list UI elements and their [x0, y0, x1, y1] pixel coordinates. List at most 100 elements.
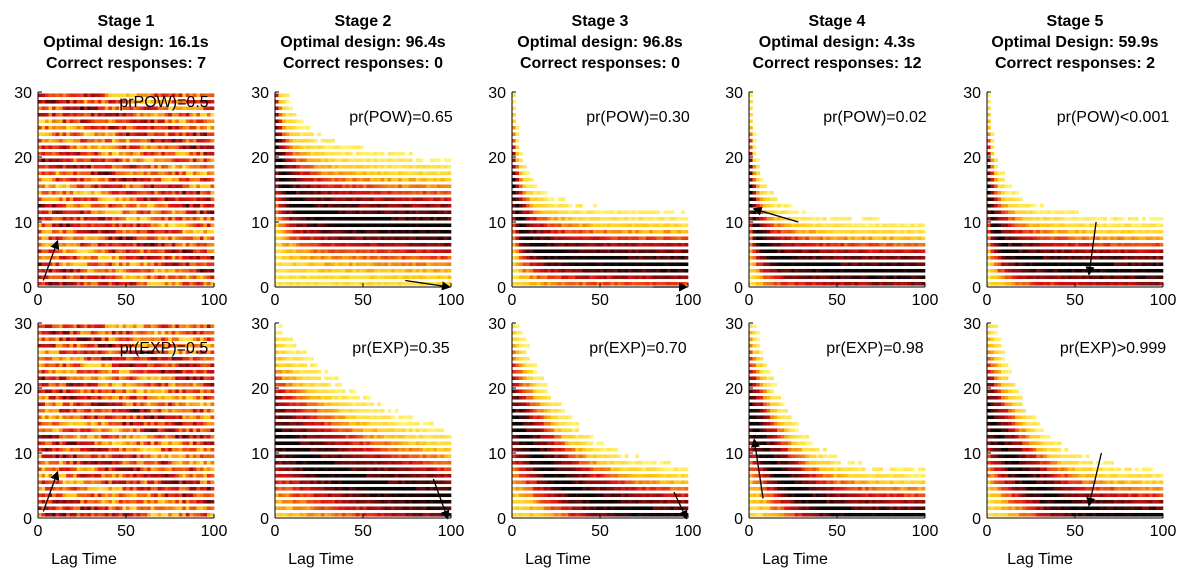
heat-cell [164, 106, 169, 111]
heat-cell [642, 216, 647, 221]
heat-cell [447, 236, 452, 241]
heat-cell [868, 242, 873, 247]
heat-cell [48, 164, 53, 169]
heat-cell [780, 203, 785, 208]
heat-cell [87, 145, 92, 150]
heat-cell [182, 93, 187, 98]
heat-cell [1148, 249, 1153, 254]
heat-cell [111, 106, 116, 111]
heat-cell [338, 275, 343, 280]
heat-cell [90, 268, 95, 273]
heat-cell [447, 255, 452, 260]
heat-cell [826, 268, 831, 273]
heat-cell [429, 268, 434, 273]
heat-cell [1011, 236, 1016, 241]
heat-cell [178, 499, 183, 504]
heat-cell [48, 210, 53, 215]
heat-cell [129, 132, 134, 137]
heat-cell [893, 268, 898, 273]
heat-cell [578, 210, 583, 215]
heat-cell [515, 236, 520, 241]
heat-cell [334, 262, 339, 267]
heat-cell [196, 506, 201, 511]
heat-cell [794, 236, 799, 241]
heat-cell [512, 125, 516, 130]
heat-cell [1043, 249, 1048, 254]
heat-cell [447, 171, 452, 176]
heat-cell [603, 268, 608, 273]
heat-cell [136, 197, 141, 202]
heat-cell [133, 119, 137, 124]
heat-cell [554, 255, 559, 260]
heat-cell [111, 512, 116, 517]
heat-cell [917, 255, 922, 260]
heat-cell [189, 216, 194, 221]
heat-cell [203, 125, 208, 130]
heat-cell [38, 249, 42, 254]
heat-cell [317, 275, 322, 280]
heat-cell [426, 268, 431, 273]
heat-cell [175, 106, 180, 111]
heat-cell [80, 493, 85, 498]
heat-cell [1141, 262, 1146, 267]
heat-cell [990, 138, 995, 143]
heat-cell [122, 229, 127, 234]
heat-cell [642, 223, 647, 228]
heat-cell [405, 275, 410, 280]
heat-cell [331, 145, 336, 150]
heat-cell [596, 262, 601, 267]
heat-cell [440, 190, 445, 195]
heat-cell [415, 236, 420, 241]
heat-cell [408, 275, 413, 280]
heat-cell [306, 177, 311, 182]
heat-cell [303, 132, 307, 137]
heat-cell [617, 268, 622, 273]
heat-cell [752, 216, 757, 221]
heat-cell [345, 177, 350, 182]
heat-cell [338, 281, 343, 286]
heat-cell [1043, 216, 1048, 221]
heat-cell [391, 203, 395, 208]
heat-cell [310, 262, 315, 267]
heat-cell [529, 210, 534, 215]
heat-cell [76, 210, 81, 215]
heat-cell [543, 190, 548, 195]
heat-cell [189, 171, 194, 176]
heat-cell [526, 242, 530, 247]
heat-cell [206, 190, 211, 195]
heat-cell [819, 249, 824, 254]
heat-cell [73, 164, 78, 169]
heat-cell [324, 275, 329, 280]
heat-cell [161, 480, 166, 485]
heat-cell [1085, 249, 1090, 254]
heat-cell [815, 255, 820, 260]
heat-cell [164, 223, 169, 228]
heat-cell [101, 138, 106, 143]
heat-cell [770, 275, 774, 280]
heat-cell [196, 493, 201, 498]
heat-cell [394, 262, 399, 267]
heat-cell [851, 281, 855, 286]
heat-cell [133, 203, 137, 208]
heat-cell [829, 249, 834, 254]
heat-cell [150, 229, 155, 234]
heat-cell [1141, 242, 1146, 247]
heat-cell [585, 216, 590, 221]
heat-cell [327, 184, 332, 189]
heat-cell [596, 281, 601, 286]
heat-cell [345, 236, 350, 241]
probability-annotation: pr(POW)=0.02 [823, 109, 927, 126]
heat-cell [1039, 216, 1044, 221]
heat-cell [310, 151, 315, 156]
heat-cell [355, 242, 360, 247]
heat-cell [341, 229, 346, 234]
heat-cell [1078, 249, 1083, 254]
heat-cell [171, 268, 176, 273]
heat-cell [1159, 275, 1164, 280]
heat-cell [533, 249, 537, 254]
heat-cell [48, 281, 53, 286]
heat-cell [192, 275, 197, 280]
heat-cell [108, 486, 113, 491]
heat-cell [1071, 262, 1076, 267]
